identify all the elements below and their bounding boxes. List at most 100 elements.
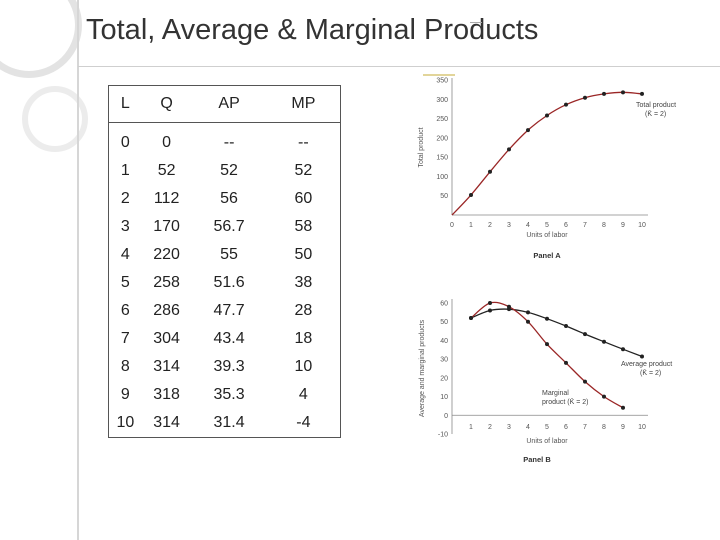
panel-a-x-tick: 6 — [564, 222, 568, 229]
panel-b-x-tick: 3 — [507, 424, 511, 431]
average-product-point — [564, 324, 568, 329]
panel-a-y-tick: 200 — [436, 135, 448, 142]
average-product-label-sub: (K̄ = 2) — [640, 369, 661, 377]
panel-a-x-tick: 2 — [488, 222, 492, 229]
panel-b-label: Panel B — [523, 455, 551, 464]
panel-a-y-tick: 100 — [436, 174, 448, 181]
cell-l: 7 — [120, 330, 130, 347]
total-product-point — [507, 147, 511, 152]
panel-a-y-tick: 350 — [436, 78, 448, 85]
average-product-point — [583, 332, 587, 337]
header-mp: MP — [266, 85, 341, 123]
panel-b-x-tick: 2 — [488, 424, 492, 431]
panel-a-label: Panel A — [533, 251, 561, 260]
cell-q: 0 — [162, 134, 172, 151]
panel-a-y-tick: 250 — [436, 116, 448, 123]
table-row: 3 170 56.7 58 — [109, 213, 341, 241]
cell-q: 170 — [153, 218, 180, 235]
cell-l: 1 — [120, 162, 130, 179]
marginal-product-label: Marginal — [542, 390, 569, 397]
cell-ap: 31.4 — [213, 414, 245, 431]
table-row: 5 258 51.6 38 — [109, 269, 341, 297]
product-table: L Q AP MP 0 0 -- -- 1 52 52 52 2 112 56 … — [108, 85, 341, 438]
panel-b-x-tick: 4 — [526, 424, 530, 431]
header-q: Q — [141, 85, 192, 123]
cell-mp: 18 — [294, 330, 313, 347]
panel-a-x-tick: 3 — [507, 222, 511, 229]
cell-l: 0 — [120, 134, 130, 151]
panel-b-x-tick: 9 — [621, 424, 625, 431]
table-row: 0 0 -- -- — [109, 123, 341, 158]
panel-a-x-tick: 5 — [545, 222, 549, 229]
panel-a-x-tick: 7 — [583, 222, 587, 229]
cell-l: 8 — [120, 358, 130, 375]
marginal-product-point — [545, 342, 549, 347]
table-header-row: L Q AP MP — [108, 85, 341, 123]
cell-q: 314 — [153, 358, 180, 375]
panel-b-y-tick: 30 — [440, 357, 448, 364]
decor-vertical-rule — [77, 0, 79, 540]
average-product-point — [488, 308, 492, 313]
cell-ap: 39.3 — [213, 358, 245, 375]
panel-a-x-tick: 9 — [621, 222, 625, 229]
total-product-point — [583, 95, 587, 100]
cell-q: 112 — [153, 190, 180, 207]
marginal-product-point — [507, 304, 511, 309]
total-product-point — [488, 169, 492, 174]
cell-ap: 47.7 — [213, 302, 245, 319]
panel-b-y-tick: 0 — [444, 413, 448, 420]
total-product-point — [469, 192, 473, 197]
marginal-product-point — [488, 301, 492, 305]
panel-a-y-tick: 300 — [436, 97, 448, 104]
average-product-point — [545, 316, 549, 321]
cell-mp: 4 — [298, 386, 308, 403]
total-product-point — [640, 91, 644, 96]
marginal-product-point — [526, 319, 530, 324]
cell-mp: 28 — [294, 302, 313, 319]
panel-b-y-label: Average and marginal products — [419, 319, 426, 417]
cell-ap: 43.4 — [213, 330, 245, 347]
average-product-label: Average product — [621, 361, 672, 368]
panel-a-x-tick: 0 — [450, 222, 454, 229]
decor-circle-small — [22, 86, 88, 152]
panel-b-y-tick: 10 — [440, 394, 448, 401]
cell-q: 304 — [153, 330, 180, 347]
cell-ap: 55 — [220, 246, 238, 263]
total-product-label-sub: (K̄ = 2) — [645, 110, 666, 118]
cell-mp: -4 — [296, 414, 311, 431]
title-accent-mark — [470, 22, 482, 23]
cell-ap: 52 — [220, 162, 238, 179]
cell-l: 2 — [120, 190, 130, 207]
cell-q: 258 — [153, 274, 180, 291]
table-row: 7 304 43.4 18 — [109, 325, 341, 353]
total-product-point — [564, 102, 568, 107]
cell-q: 286 — [153, 302, 180, 319]
marginal-product-point — [583, 379, 587, 384]
cell-mp: 50 — [294, 246, 313, 263]
cell-mp: 52 — [294, 162, 313, 179]
panel-a-y-tick: 150 — [436, 155, 448, 162]
cell-l: 10 — [116, 414, 135, 431]
cell-q: 318 — [153, 386, 180, 403]
decor-horizontal-rule — [78, 66, 720, 67]
total-product-point — [545, 113, 549, 118]
header-ap: AP — [191, 85, 267, 123]
header-l: L — [108, 85, 142, 123]
total-product-point — [602, 91, 606, 96]
average-product-point — [640, 354, 644, 359]
panel-a-x-label: Units of labor — [526, 232, 568, 239]
panel-b-x-tick: 8 — [602, 424, 606, 431]
average-product-line — [470, 308, 643, 358]
panel-b-y-tick: -10 — [438, 432, 448, 439]
cell-ap: 35.3 — [213, 386, 245, 403]
panel-b-x-tick: 1 — [469, 424, 473, 431]
average-product-point — [621, 347, 625, 352]
table-row: 1 52 52 52 — [109, 157, 341, 185]
cell-l: 4 — [120, 246, 130, 263]
average-product-point — [526, 310, 530, 315]
panel-a-x-tick: 10 — [638, 222, 646, 229]
table-row: 2 112 56 60 — [109, 185, 341, 213]
panel-b-x-tick: 7 — [583, 424, 587, 431]
cell-mp: 10 — [294, 358, 313, 375]
